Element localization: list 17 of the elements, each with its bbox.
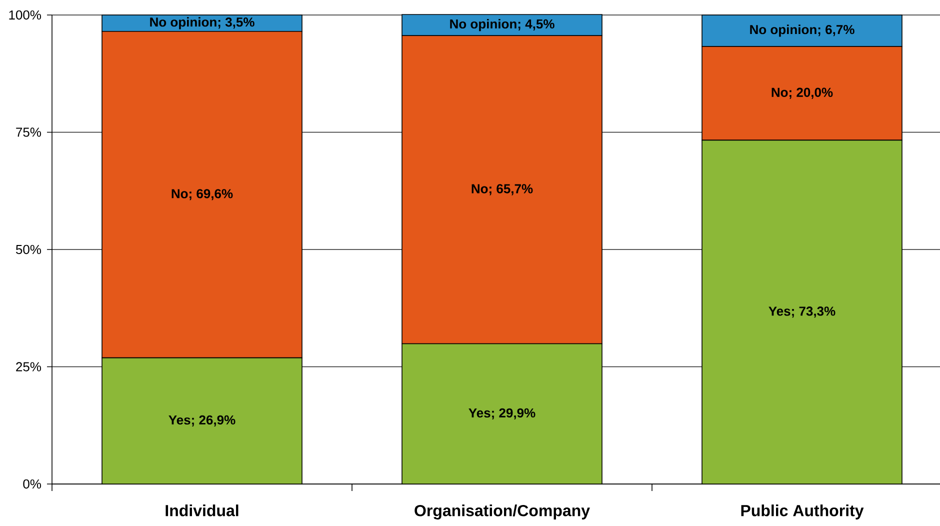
data-label: No; 65,7% bbox=[472, 184, 533, 196]
y-tick-label: 25% bbox=[16, 362, 42, 372]
y-tick-label: 0% bbox=[23, 479, 42, 489]
x-tick-label: Public Authority bbox=[741, 504, 864, 520]
data-label: No opinion; 6,7% bbox=[750, 24, 854, 37]
data-label: No opinion; 3,5% bbox=[150, 17, 254, 30]
data-label: Yes; 73,3% bbox=[768, 306, 836, 318]
y-tick-label: 100% bbox=[9, 10, 42, 20]
x-tick-label: Organisation/Company bbox=[414, 504, 590, 520]
data-label: Yes; 29,9% bbox=[468, 408, 536, 420]
data-label: Yes; 26,9% bbox=[168, 415, 236, 426]
x-tick-label: Individual bbox=[166, 504, 238, 516]
data-label: No opinion; 4,5% bbox=[450, 19, 554, 32]
y-tick-label: 75% bbox=[16, 128, 42, 137]
y-tick-label: 50% bbox=[16, 244, 42, 254]
data-label: No; 69,6% bbox=[172, 189, 233, 200]
data-label: No; 20,0% bbox=[772, 88, 833, 99]
